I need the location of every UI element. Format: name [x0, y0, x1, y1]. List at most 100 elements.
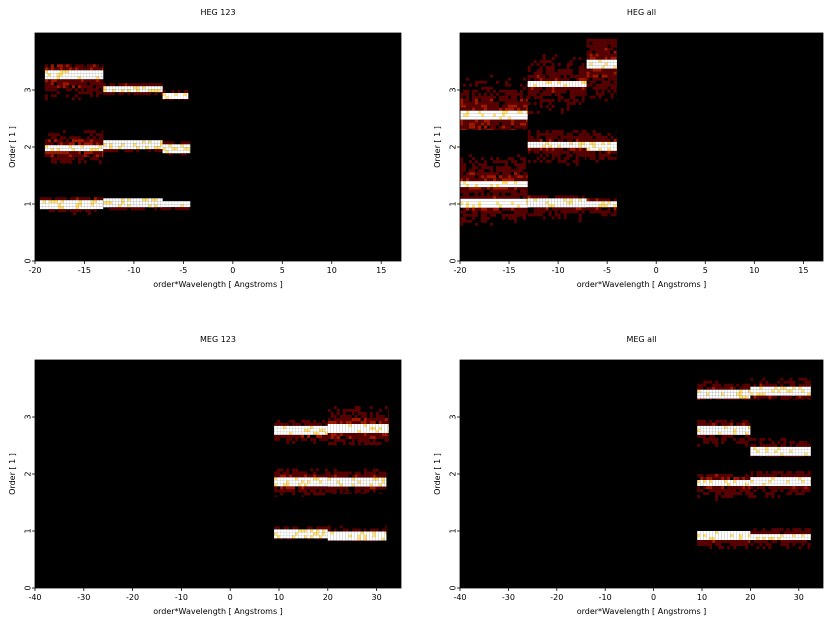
heat-cell	[475, 119, 478, 123]
heat-cell	[62, 127, 66, 131]
heat-cell	[745, 386, 749, 390]
heat-cell	[566, 147, 570, 151]
heat-cell	[756, 528, 760, 532]
heat-cell	[575, 93, 579, 96]
heat-cell	[316, 477, 320, 481]
heat-cell	[475, 92, 478, 96]
heat-cell	[586, 53, 590, 57]
heat-cell	[795, 546, 799, 550]
heat-cell	[569, 84, 573, 87]
heat-cell	[92, 76, 96, 80]
heat-cell	[466, 77, 469, 81]
heat-cell	[739, 477, 743, 480]
heat-cell	[499, 110, 502, 114]
heat-cell	[86, 85, 90, 89]
heat-cell	[604, 138, 608, 142]
heat-cell	[472, 163, 475, 167]
heat-cell	[142, 140, 146, 144]
heat-cell	[44, 85, 48, 89]
heat-cell	[762, 386, 766, 390]
heat-cell	[366, 489, 370, 493]
heat-cell	[771, 540, 775, 544]
heat-cell	[733, 425, 737, 429]
heat-cell	[533, 141, 537, 145]
heat-cell	[514, 95, 517, 99]
heat-cell	[304, 474, 308, 478]
heat-cell	[801, 392, 805, 396]
heat-cell	[613, 59, 617, 63]
heat-cell	[348, 471, 352, 475]
heat-cell	[750, 471, 754, 475]
heat-cell	[136, 146, 140, 150]
heat-cell	[595, 47, 599, 51]
heat-cell	[342, 534, 346, 538]
heat-cell	[533, 75, 537, 78]
heat-cell	[727, 422, 731, 426]
heat-cell	[460, 175, 463, 179]
heat-cell	[481, 101, 484, 105]
heat-cell	[709, 540, 713, 543]
heat-cell	[298, 489, 302, 493]
heat-cell	[157, 146, 161, 150]
heat-cell	[789, 383, 793, 387]
heat-cell	[481, 113, 484, 117]
heat-cell	[83, 160, 87, 164]
heat-cell	[527, 144, 531, 148]
heat-cell	[357, 477, 361, 481]
heat-cell	[789, 543, 793, 547]
heat-cell	[727, 386, 731, 390]
heat-cell	[589, 138, 593, 142]
heat-cell	[572, 111, 576, 114]
heat-cell	[189, 141, 191, 145]
heat-cell	[490, 83, 493, 87]
heat-cell	[514, 204, 517, 208]
heat-cell	[145, 83, 149, 87]
heat-cell	[327, 427, 331, 430]
heat-cell	[469, 110, 472, 114]
heat-cell	[180, 144, 184, 148]
heat-cell	[777, 495, 781, 499]
heat-cell	[490, 74, 493, 78]
y-tick-label: 0	[449, 258, 458, 263]
heat-cell	[604, 210, 608, 214]
heat-cell	[336, 445, 340, 446]
heat-cell	[124, 95, 128, 96]
heat-cell	[575, 78, 579, 81]
heat-cell	[548, 69, 552, 72]
heat-cell	[472, 210, 475, 214]
heat-cell	[718, 540, 722, 543]
heat-cell	[77, 163, 81, 165]
heat-cell	[133, 204, 137, 208]
heat-cell	[301, 480, 305, 484]
heat-cell	[801, 543, 805, 547]
heat-cell	[703, 440, 707, 444]
heat-cell	[584, 102, 587, 105]
heat-cell	[286, 495, 290, 497]
heat-cell	[490, 181, 493, 185]
heat-cell	[520, 83, 523, 87]
heat-cell	[557, 195, 561, 199]
heat-cell	[526, 210, 528, 214]
heat-cell	[319, 422, 323, 426]
heat-cell	[527, 153, 531, 157]
heat-cell	[563, 144, 567, 148]
heat-cell	[180, 147, 184, 151]
heat-cell	[768, 540, 772, 544]
heat-cell	[789, 440, 793, 444]
heat-cell	[560, 111, 564, 114]
heat-cell	[795, 446, 799, 450]
heat-cell	[142, 198, 146, 202]
heat-cell	[801, 480, 805, 484]
heat-cell	[765, 440, 769, 444]
heat-cell	[539, 84, 543, 87]
heat-cell	[502, 80, 505, 84]
heat-cell	[354, 430, 358, 433]
heat-cell	[801, 528, 805, 532]
heat-cell	[286, 486, 290, 490]
heat-cell	[289, 529, 293, 533]
heat-cell	[95, 139, 99, 143]
heat-cell	[517, 104, 520, 108]
heat-cell	[189, 204, 191, 208]
heat-cell	[527, 72, 531, 75]
heat-cell	[572, 78, 576, 81]
